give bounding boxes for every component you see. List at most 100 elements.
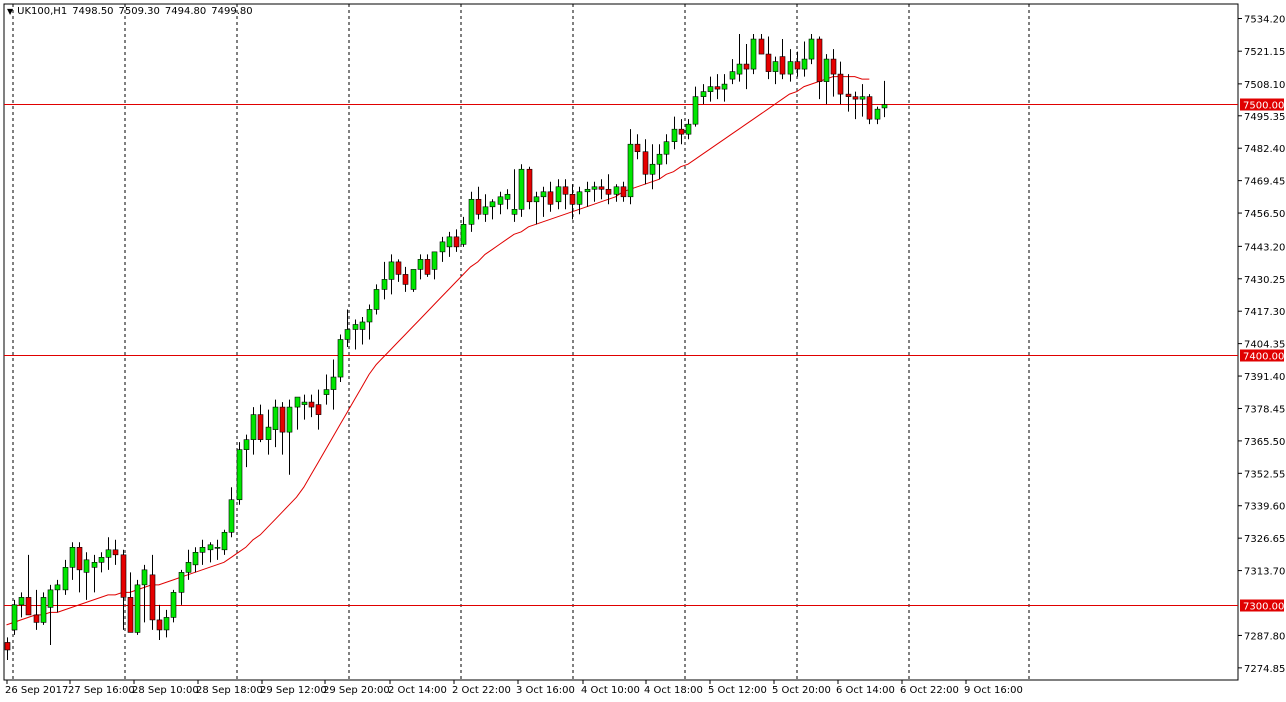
candle-body (598, 186, 605, 190)
candle-body (663, 141, 670, 155)
time-tick-label: 29 Sep 20:00 (323, 685, 390, 696)
price-tick-label: 7391.40 (1244, 372, 1285, 383)
price-tick-label: 7482.40 (1244, 144, 1285, 155)
candle-body (323, 389, 330, 395)
price-tick-label: 7417.30 (1244, 307, 1285, 318)
candle-body (192, 552, 199, 566)
candle-body (750, 38, 757, 70)
level-label: 7400.00 (1243, 352, 1284, 363)
candle-body (25, 597, 32, 616)
candle-body (330, 376, 337, 390)
candle-body (120, 554, 127, 598)
candle-body (721, 83, 728, 90)
time-tick-label: 27 Sep 16:00 (68, 685, 135, 696)
time-tick-label: 26 Sep 2017 (5, 685, 68, 696)
candle-body (417, 259, 424, 270)
candle-body (250, 414, 257, 440)
candle-body (40, 597, 47, 623)
candle-body (395, 261, 402, 275)
price-tick-label: 7365.50 (1244, 437, 1285, 448)
candle-body (228, 499, 235, 533)
time-tick-label: 9 Oct 16:00 (964, 685, 1023, 696)
candle-body (344, 329, 351, 340)
candle-body (881, 104, 888, 109)
candle-body (562, 186, 569, 195)
ohlc-open: 7498.50 (72, 6, 114, 17)
plot-area[interactable] (3, 3, 1239, 681)
price-tick-label: 7495.35 (1244, 112, 1285, 123)
candle-body (178, 572, 185, 593)
price-tick-label: 7521.15 (1244, 47, 1285, 58)
candle-body (294, 396, 301, 408)
candle-body (127, 597, 134, 633)
candle-body (772, 61, 779, 72)
candle-body (236, 449, 243, 501)
candle-body (279, 406, 286, 433)
level-label-bg (1240, 599, 1284, 612)
candle-body (11, 604, 18, 631)
candle-body (446, 236, 453, 248)
candle-body (402, 274, 409, 285)
candle-body (221, 531, 228, 551)
candle-body (489, 201, 496, 208)
candle-body (272, 406, 279, 430)
price-tick-label: 7339.60 (1244, 502, 1285, 513)
candle-body (134, 584, 141, 633)
candle-body (845, 93, 852, 97)
candle-body (787, 61, 794, 75)
candle-body (634, 143, 641, 153)
time-tick-label: 29 Sep 12:00 (260, 685, 327, 696)
candle-body (627, 143, 634, 198)
price-tick-label: 7508.10 (1244, 80, 1285, 91)
candle-body (714, 86, 721, 90)
candle-body (555, 186, 562, 203)
candle-body (707, 86, 714, 92)
candle-body (685, 123, 692, 135)
candle-body (656, 153, 663, 165)
candle-body (497, 196, 504, 205)
candle-body (337, 339, 344, 378)
candle-body (511, 209, 518, 215)
candle-body (54, 584, 61, 591)
candle-body (141, 569, 148, 586)
candle-body (547, 191, 554, 205)
candle-body (874, 108, 881, 120)
candle-body (620, 186, 627, 198)
candle-body (468, 198, 475, 225)
price-tick-label: 7456.50 (1244, 209, 1285, 220)
candle-body (207, 544, 214, 551)
candle-body (504, 193, 511, 200)
candle-body (475, 198, 482, 215)
price-tick-label: 7313.70 (1244, 567, 1285, 578)
candle-body (605, 188, 612, 195)
ohlc-high: 7509.30 (118, 6, 160, 17)
horizontal-levels: 7500.00 7400.00 7300.00 (4, 98, 1284, 613)
collapse-arrow-icon[interactable]: ▼ (7, 7, 14, 16)
candle-body (671, 128, 678, 143)
candle-body (859, 96, 866, 100)
candle-body (214, 547, 221, 549)
candle-body (18, 597, 25, 606)
candle-body (779, 56, 786, 75)
time-tick-label: 5 Oct 12:00 (708, 685, 767, 696)
candle-body (482, 206, 489, 215)
price-tick-label: 7443.20 (1244, 242, 1285, 253)
candle-body (47, 589, 54, 608)
candle-body (366, 309, 373, 323)
candle-body (460, 224, 467, 245)
candle-body (431, 251, 438, 270)
candle-body (613, 186, 620, 195)
candle-body (729, 71, 736, 80)
price-tick-label: 7430.25 (1244, 275, 1285, 286)
time-tick-label: 5 Oct 20:00 (772, 685, 831, 696)
level-label-bg (1240, 349, 1284, 362)
candle-body (642, 151, 649, 175)
level-label-bg (1240, 98, 1284, 111)
time-tick-label: 2 Oct 14:00 (388, 685, 447, 696)
candle-body (199, 547, 206, 553)
price-tick-label: 7378.45 (1244, 404, 1285, 415)
candle-body (794, 61, 801, 70)
level-label: 7300.00 (1243, 602, 1284, 613)
candles (4, 34, 888, 660)
